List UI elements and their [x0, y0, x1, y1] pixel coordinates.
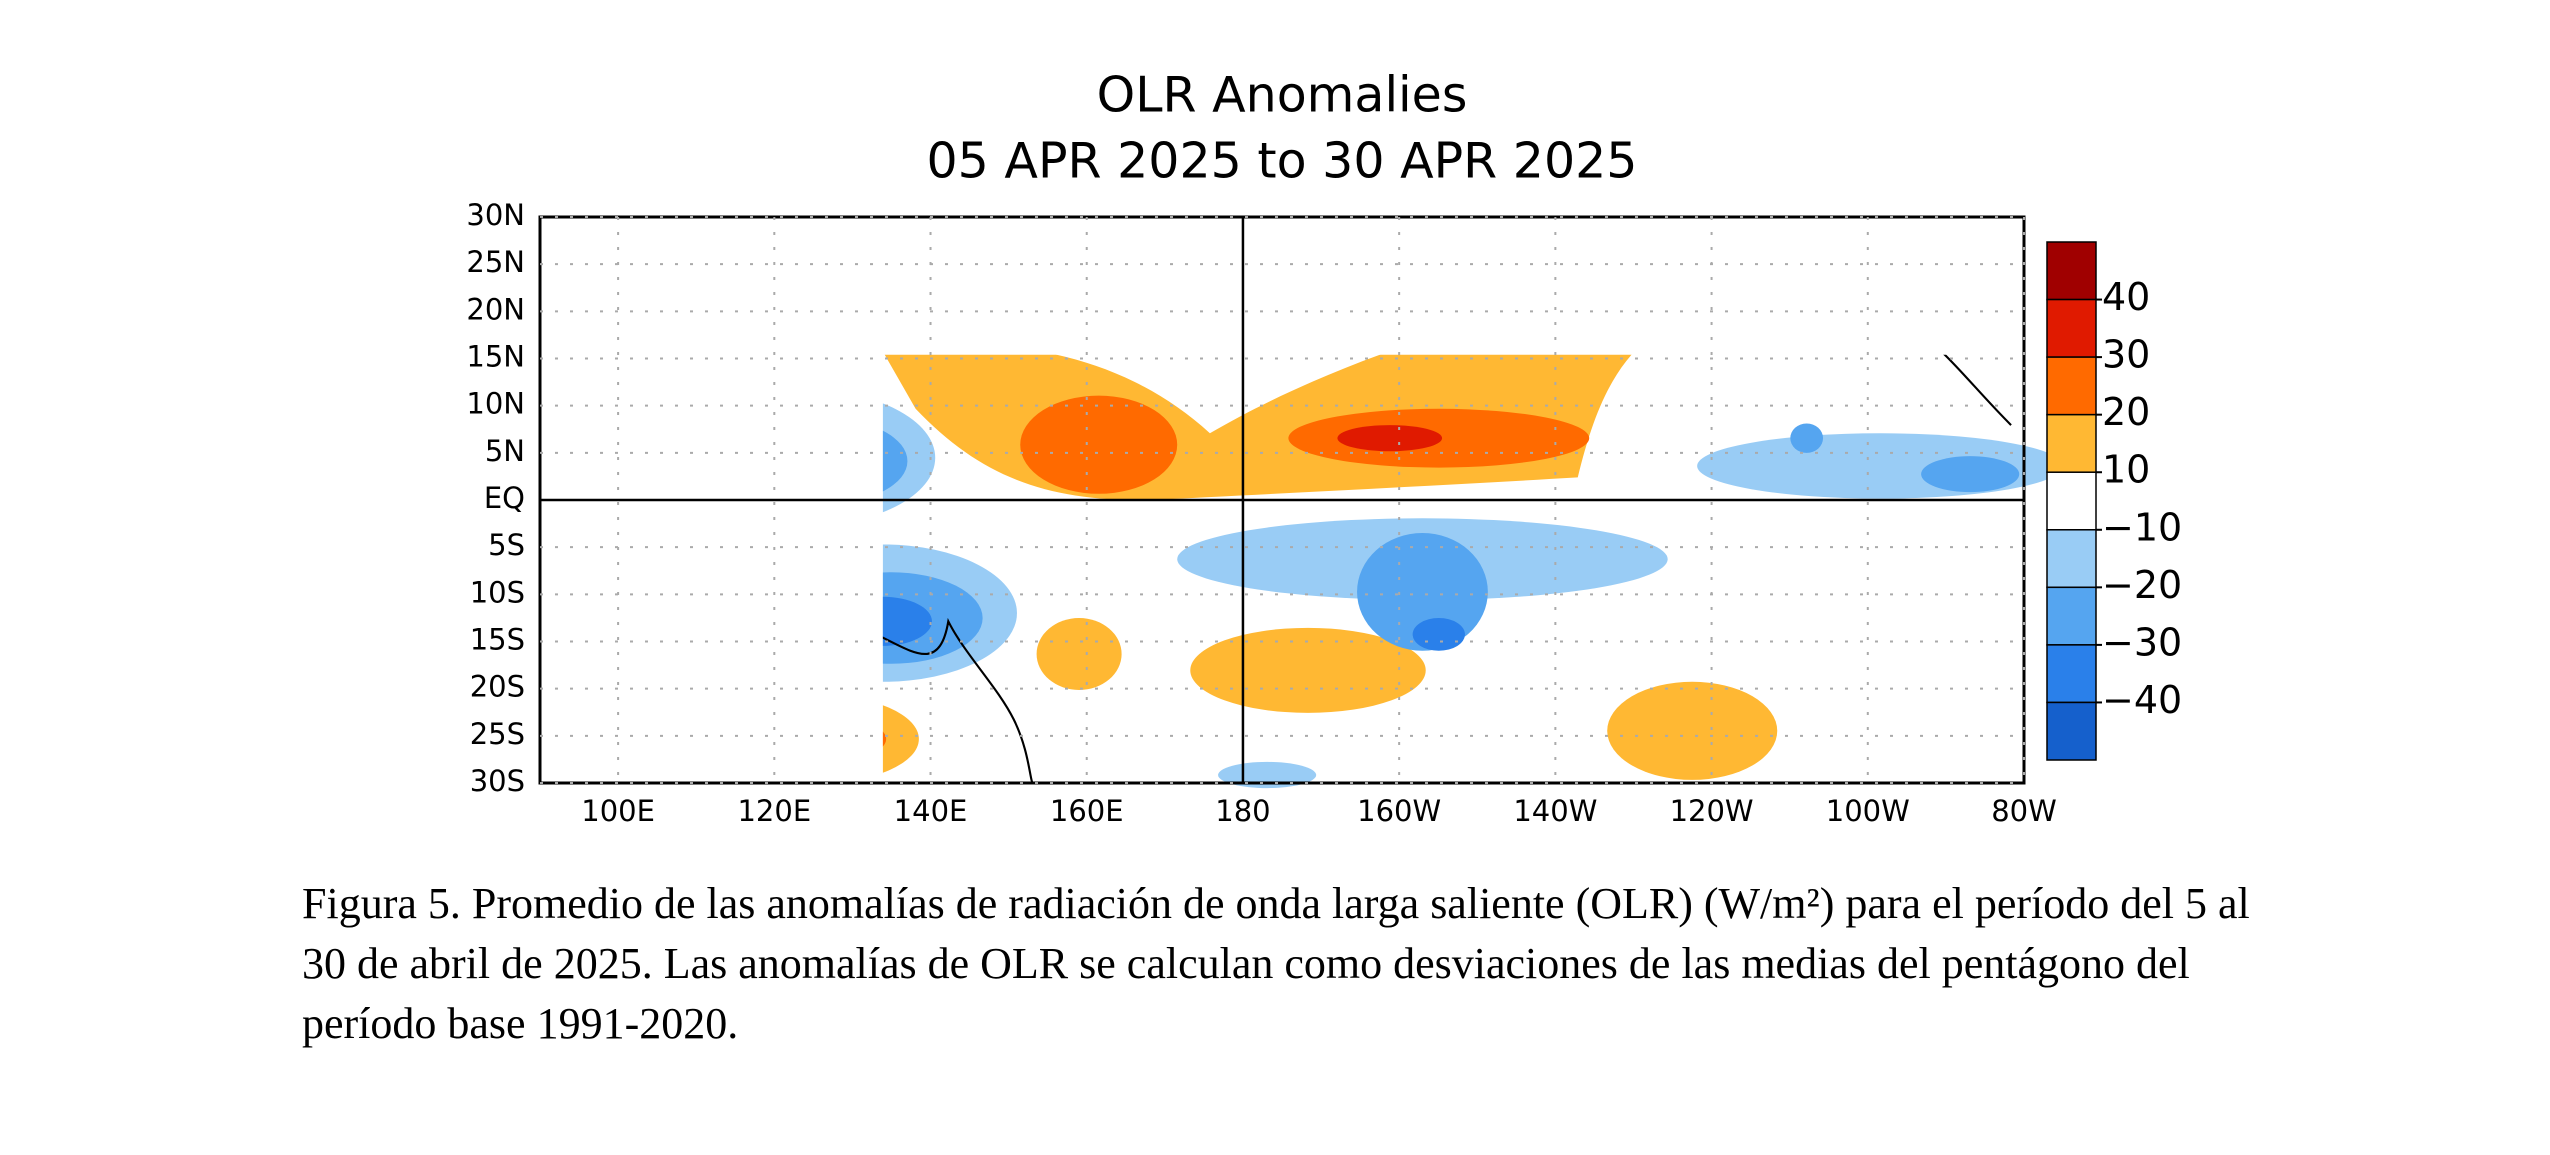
colorbar-label: 10: [2102, 448, 2150, 492]
colorbar-label: 30: [2102, 333, 2150, 377]
y-tick-label: EQ: [484, 481, 525, 515]
colorbar-label: 40: [2102, 275, 2150, 319]
y-tick-label: 5N: [485, 434, 525, 468]
colorbar-swatch: [2046, 241, 2097, 301]
x-tick-label: 160W: [1357, 794, 1441, 828]
y-tick-label: 25N: [466, 245, 525, 279]
x-tick-label: 140E: [894, 794, 968, 828]
y-tick-label: 10S: [470, 575, 525, 609]
x-tick-label: 80W: [1991, 794, 2057, 828]
positive-area: [1190, 627, 1426, 713]
y-tick-label: 20N: [466, 292, 525, 326]
x-tick-label: 180: [1215, 794, 1270, 828]
anomaly-field: [882, 354, 2064, 789]
subtitle: 05 APR 2025 to 30 APR 2025: [927, 133, 1638, 190]
negative-area: [882, 430, 908, 492]
y-tick-label: 15N: [466, 340, 525, 374]
colorbar-label: −40: [2102, 678, 2182, 722]
colorbar-swatch: [2046, 586, 2097, 646]
y-tick-label: 30N: [466, 198, 525, 232]
negative-area: [882, 403, 936, 513]
x-tick-label: 100W: [1826, 794, 1910, 828]
colorbar-swatch: [2046, 413, 2097, 473]
negative-area: [1357, 533, 1488, 651]
colorbar-swatch: [2046, 644, 2097, 704]
colorbar-label: −10: [2102, 505, 2182, 549]
x-tick-label: 100E: [581, 794, 655, 828]
colorbar-label: 20: [2102, 390, 2150, 434]
positive-area: [1036, 618, 1122, 690]
figure-caption: Figura 5. Promedio de las anomalías de r…: [302, 879, 2250, 1048]
positive-area: [1607, 681, 1778, 780]
y-tick-label: 5S: [488, 528, 525, 562]
negative-area: [1921, 456, 2020, 493]
colorbar-label: −30: [2102, 620, 2182, 664]
x-tick-label: 140W: [1513, 794, 1597, 828]
y-tick-label: 30S: [470, 764, 525, 798]
negative-area: [882, 596, 932, 646]
figure: OLR Anomalies 05 APR 2025 to 30 APR 2025: [466, 67, 2182, 829]
x-tick-label: 120E: [737, 794, 811, 828]
negative-area: [1412, 618, 1465, 651]
colorbar-swatch: [2046, 701, 2097, 761]
y-tick-label: 20S: [470, 670, 525, 704]
colorbar-swatch: [2046, 298, 2097, 358]
title: OLR Anomalies: [1097, 67, 1468, 124]
y-tick-label: 10N: [466, 387, 525, 421]
colorbar-label: −20: [2102, 563, 2182, 607]
x-tick-label: 160E: [1050, 794, 1124, 828]
positive-area: [1020, 395, 1178, 494]
positive-area: [882, 705, 919, 773]
colorbar-swatch: [2046, 356, 2097, 416]
x-tick-label: 120W: [1670, 794, 1754, 828]
colorbar-swatch: [2046, 471, 2097, 531]
y-tick-label: 15S: [470, 623, 525, 657]
negative-area: [1790, 423, 1824, 453]
positive-area: [1337, 425, 1443, 452]
y-tick-label: 25S: [470, 717, 525, 751]
colorbar-swatch: [2046, 529, 2097, 589]
